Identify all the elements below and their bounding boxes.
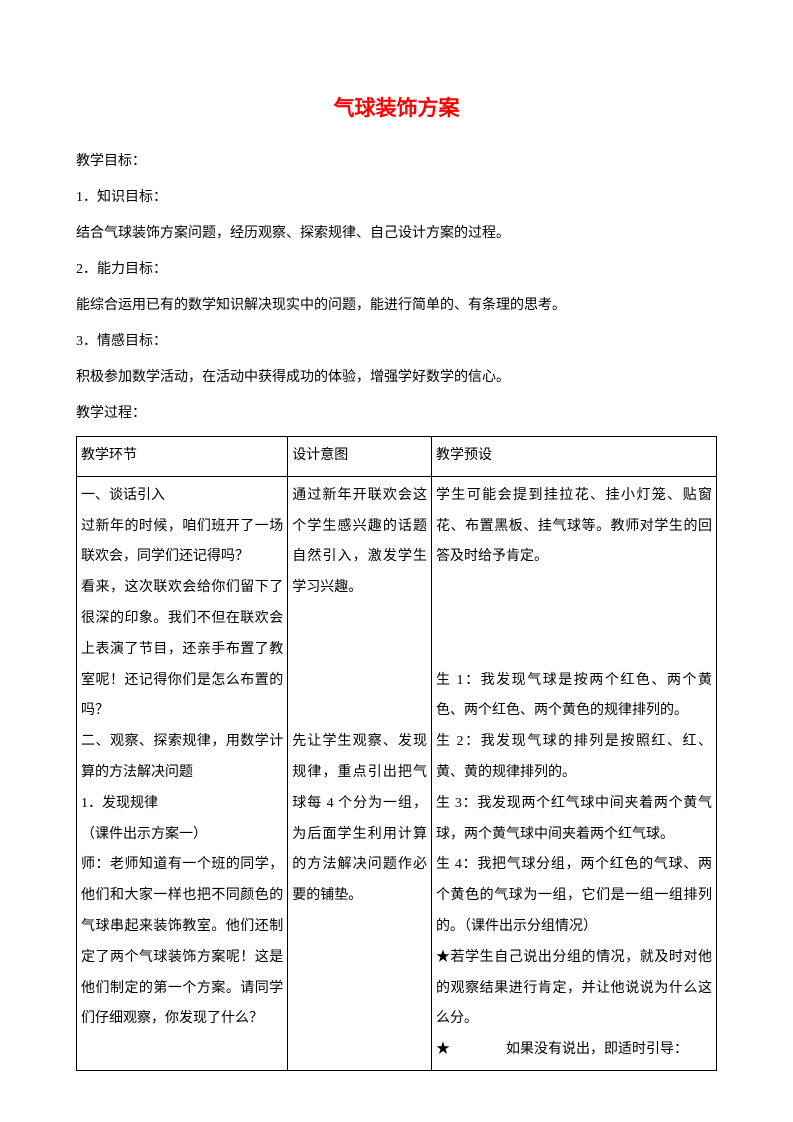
goal-2-text: 能综合运用已有的数学知识解决现实中的问题，能进行简单的、有条理的思考。	[76, 292, 717, 320]
cell-intent: 通过新年开联欢会这个学生感兴趣的话题自然引入，激发学生学习兴趣。先让学生观察、发…	[288, 476, 432, 1070]
table-header-row: 教学环节 设计意图 教学预设	[77, 437, 717, 477]
goal-1-label: 1．知识目标：	[76, 184, 717, 212]
header-col-2: 设计意图	[288, 437, 432, 477]
goal-3-text: 积极参加数学活动，在活动中获得成功的体验，增强学好数学的信心。	[76, 364, 717, 392]
goal-1-text: 结合气球装饰方案问题，经历观察、探索规律、自己设计方案的过程。	[76, 220, 717, 248]
document-title: 气球装饰方案	[76, 92, 717, 122]
goals-label: 教学目标：	[76, 148, 717, 176]
header-col-1: 教学环节	[77, 437, 288, 477]
goal-3-label: 3．情感目标：	[76, 328, 717, 356]
lesson-table: 教学环节 设计意图 教学预设 一、谈话引入过新年的时候，咱们班开了一场联欢会，同…	[76, 436, 717, 1071]
table-row: 一、谈话引入过新年的时候，咱们班开了一场联欢会，同学们还记得吗？看来，这次联欢会…	[77, 476, 717, 1070]
cell-preset: 学生可能会提到挂拉花、挂小灯笼、贴窗花、布置黑板、挂气球等。教师对学生的回答及时…	[432, 476, 717, 1070]
goal-2-label: 2．能力目标：	[76, 256, 717, 284]
cell-stage: 一、谈话引入过新年的时候，咱们班开了一场联欢会，同学们还记得吗？看来，这次联欢会…	[77, 476, 288, 1070]
page: 气球装饰方案 教学目标： 1．知识目标： 结合气球装饰方案问题，经历观察、探索规…	[0, 0, 793, 1122]
process-label: 教学过程：	[76, 400, 717, 428]
header-col-3: 教学预设	[432, 437, 717, 477]
